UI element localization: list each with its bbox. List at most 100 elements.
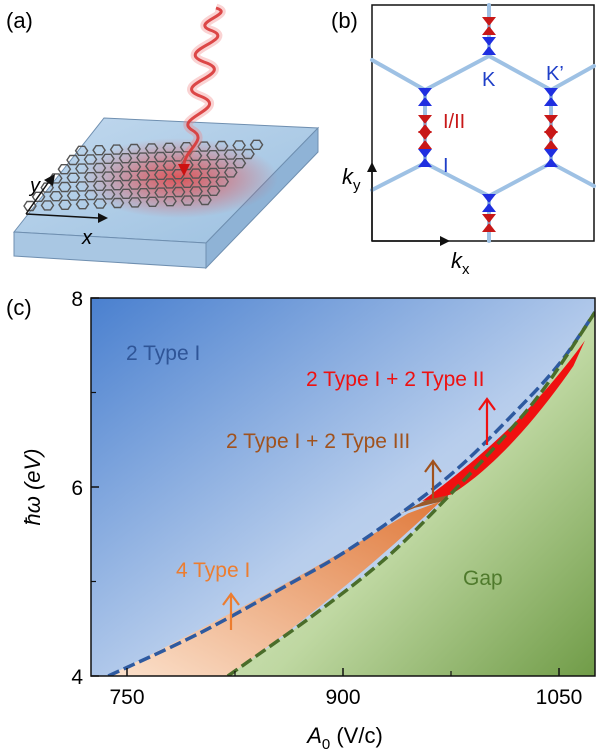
panel-c: (c) 2 Type I 2 Type I + 2 Type II 2 Type… <box>6 288 596 753</box>
region-4-type1-label: 4 Type I <box>176 559 250 582</box>
axis-ticks: 750 900 1050 4 6 8 <box>71 288 582 709</box>
lower-boundary-line <box>226 311 595 676</box>
panel-b: (b) K K’ I/II I kx ky <box>331 3 596 278</box>
lattice-hexagon <box>127 161 142 173</box>
lattice-hexagon <box>189 186 203 197</box>
lattice-hexagon <box>110 162 124 173</box>
point-kprime-label: K’ <box>546 63 564 85</box>
cone-upper <box>418 115 432 124</box>
type-12-label: I/II <box>443 111 465 133</box>
lattice-hexagon <box>136 152 150 163</box>
y-axis-label: ħω (eV) <box>20 448 45 525</box>
lattice-hexagon <box>74 145 89 157</box>
panel-a: (a) x y <box>6 3 320 270</box>
cone-lower <box>544 158 558 167</box>
lattice-hexagon <box>109 144 124 155</box>
lattice-hexagon <box>92 162 107 174</box>
lattice-hexagon <box>206 149 220 161</box>
lattice-hexagon <box>171 186 186 198</box>
lattice-hexagon <box>75 198 90 210</box>
lattice-hexagon <box>75 163 89 174</box>
axis-kx-label: kx <box>451 248 470 278</box>
type-1-label: I <box>443 155 449 177</box>
panel-a-label: (a) <box>6 8 33 33</box>
lattice-hexagon <box>40 200 55 211</box>
lattice-hexagon <box>83 171 98 183</box>
cone-upper <box>544 115 558 124</box>
cone-lower <box>544 124 558 133</box>
lattice-hexagon <box>136 187 151 199</box>
lattice-hexagon <box>223 167 238 178</box>
lattice-hexagon <box>198 194 212 206</box>
lattice-hexagon <box>197 176 212 188</box>
lattice-hexagon <box>206 185 221 197</box>
ky-arrow-icon <box>367 162 377 172</box>
region-type2-label: 2 Type I + 2 Type II <box>306 368 484 391</box>
lattice-hexagon <box>241 148 255 160</box>
cone-upper <box>482 214 496 223</box>
cone-lower <box>418 158 432 167</box>
region-type3-label: 2 Type I + 2 Type III <box>226 430 410 453</box>
lattice-hexagon <box>145 196 160 208</box>
y-tick-label: 6 <box>71 477 83 500</box>
lattice-hexagon <box>110 179 125 191</box>
lattice-hexagon <box>163 195 177 207</box>
light-wave <box>182 6 223 169</box>
lattice-hexagon <box>214 140 229 152</box>
cone-upper <box>482 37 496 46</box>
lattice-hexagon <box>154 187 168 198</box>
lattice-hexagon <box>92 144 106 156</box>
cone-upper <box>482 17 496 26</box>
cone-lower <box>418 140 432 149</box>
region-gap-label: Gap <box>463 567 503 590</box>
lattice-hexagon <box>49 190 63 202</box>
lattice-hexagon <box>215 176 230 187</box>
lattice-hexagon <box>101 189 116 200</box>
cone-lower <box>544 140 558 149</box>
lattice-hexagon <box>171 151 185 162</box>
lattice-hexagon <box>128 197 142 208</box>
lattice-hexagon <box>92 180 107 192</box>
lattice-hexagon <box>127 179 142 190</box>
lattice-hexagon <box>197 141 211 152</box>
lattice-hexagon <box>75 181 90 192</box>
cone-lower <box>418 124 432 133</box>
upper-boundary-line <box>107 311 595 676</box>
lattice-hexagon <box>101 153 115 165</box>
lattice-hexagon <box>127 143 141 155</box>
lattice-hexagon <box>57 163 72 175</box>
cone-upper <box>418 131 432 140</box>
lattice-hexagon <box>180 177 195 189</box>
lattice-hexagon <box>144 143 159 154</box>
lattice-hexagon <box>197 159 212 170</box>
lattice-hexagon <box>136 170 151 181</box>
lattice-hexagon <box>66 172 81 184</box>
type3-arrow-icon <box>424 459 442 500</box>
x-tick-label: 900 <box>325 686 360 709</box>
y-arrow-icon <box>44 174 55 186</box>
lattice-hexagon <box>83 154 98 165</box>
lattice-hexagon <box>119 188 133 200</box>
type4-arrow-icon <box>222 592 240 630</box>
type2-arrow-icon <box>478 397 496 445</box>
x-axis-label: A0 (V/c) <box>305 723 383 753</box>
dirac-cones <box>418 17 558 232</box>
lattice-hexagon <box>23 200 37 212</box>
cone-upper <box>544 131 558 140</box>
lattice-hexagon <box>145 178 160 190</box>
y-tick-label: 8 <box>71 288 83 311</box>
cone-lower <box>418 97 432 106</box>
x-tick-label: 1050 <box>536 686 583 709</box>
y-tick-label: 4 <box>71 666 83 689</box>
lattice-hexagon <box>162 142 176 154</box>
x-tick-label: 750 <box>109 686 144 709</box>
lattice-hexagon <box>162 160 177 171</box>
lattice-hexagon <box>153 151 168 163</box>
lattice-hexagon <box>232 140 246 151</box>
axis-x-label: x <box>81 227 93 249</box>
lattice-hexagon <box>93 198 107 209</box>
point-k-label: K <box>482 69 496 91</box>
lattice-hexagon <box>188 168 203 179</box>
kx-arrow-icon <box>440 236 450 246</box>
